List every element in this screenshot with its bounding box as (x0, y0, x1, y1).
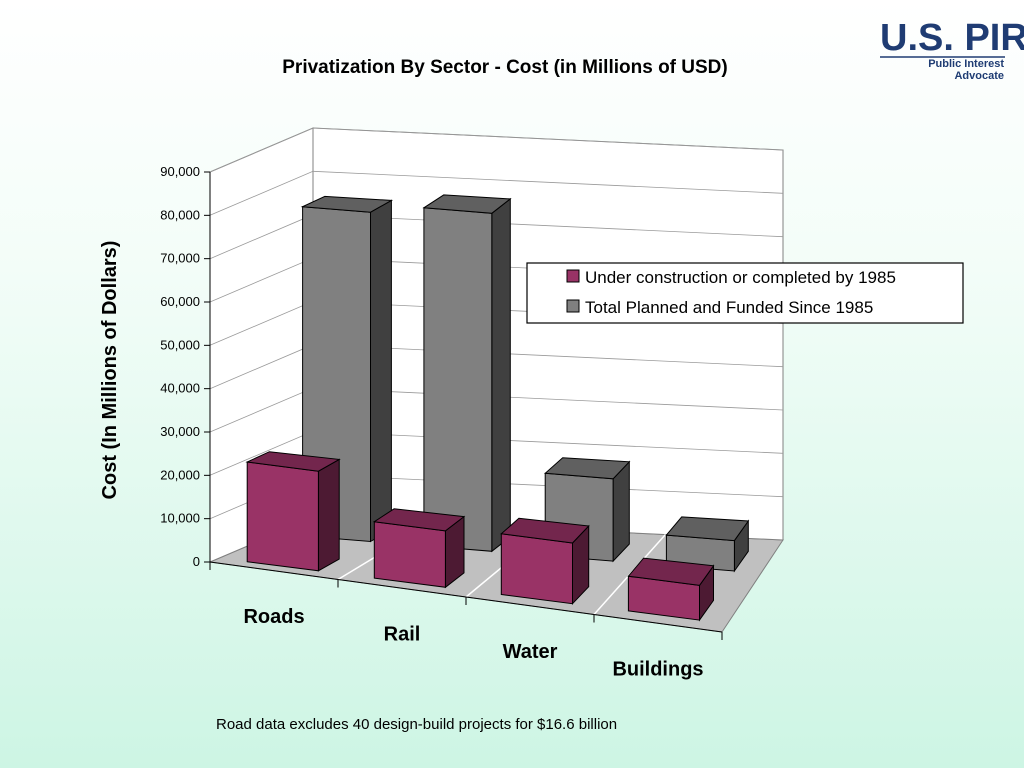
legend-swatch-total-planned (566, 299, 580, 313)
bar (245, 451, 341, 572)
logo-main-text: U.S. PIRG (880, 17, 1024, 59)
bar-side (491, 197, 511, 553)
y-tick-label: 90,000 (160, 164, 200, 179)
bar (300, 195, 394, 543)
axes (204, 171, 723, 640)
bar-top (500, 517, 590, 544)
legend-box (526, 262, 964, 324)
category-label: Water (503, 641, 558, 663)
category-labels: Roads Rail Water Buildings (243, 606, 703, 681)
legend-label-total-planned: Total Planned and Funded Since 1985 (585, 298, 873, 317)
y-tick-label: 0 (193, 554, 200, 569)
bar-top (422, 194, 512, 214)
bar (372, 508, 466, 589)
y-tick-label: 30,000 (160, 424, 200, 439)
category-label: Rail (384, 623, 421, 645)
legend-label-under-construction: Under construction or completed by 1985 (585, 268, 896, 287)
bars (245, 194, 750, 622)
y-tick-label: 20,000 (160, 467, 200, 482)
bar-front (373, 521, 446, 588)
category-label: Buildings (612, 658, 703, 680)
bar-top (372, 508, 466, 532)
gridline (209, 127, 784, 173)
chart-title: Privatization By Sector - Cost (in Milli… (282, 57, 727, 78)
gridline (209, 170, 784, 216)
footnote: Road data excludes 40 design-build proje… (216, 716, 617, 733)
bar-top (627, 557, 715, 586)
bar-top (665, 516, 750, 542)
bar (627, 557, 715, 622)
y-tick-label: 10,000 (160, 511, 200, 526)
us-pirg-logo: U.S. PIRG Public Interest Advocate (880, 17, 1024, 82)
bar-front (423, 207, 493, 552)
bar (500, 517, 590, 605)
bar (422, 194, 512, 553)
bar-side (317, 458, 340, 572)
bar-side (370, 199, 392, 543)
y-tick-label: 60,000 (160, 294, 200, 309)
y-tick-label: 40,000 (160, 381, 200, 396)
y-tick-label: 50,000 (160, 337, 200, 352)
y-tick-label: 80,000 (160, 207, 200, 222)
logo-line-2: Advocate (954, 70, 1004, 82)
bar-top (245, 451, 341, 472)
bar-front (246, 461, 319, 572)
bar-top (300, 195, 394, 213)
logo-line-1: Public Interest (928, 58, 1004, 70)
y-tick-labels: 0 10,000 20,000 30,000 40,000 50,000 60,000 70,… (160, 164, 200, 569)
category-label: Roads (243, 606, 304, 628)
bar-front (500, 533, 573, 605)
y-axis-label: Cost (In Millions of Dollars) (99, 241, 121, 500)
y-tick-label: 70,000 (160, 251, 200, 266)
legend-swatch-under-construction (566, 269, 580, 283)
legend: Under construction or completed by 1985 … (526, 262, 964, 324)
bar-top (543, 457, 631, 480)
